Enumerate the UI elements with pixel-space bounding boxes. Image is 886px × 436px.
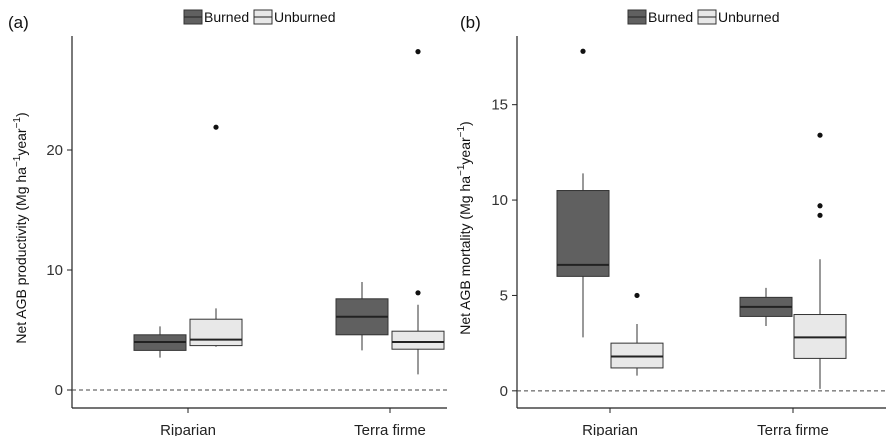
outlier-point bbox=[213, 124, 219, 130]
y-axis-label-part: year bbox=[13, 128, 29, 156]
box-burned-terra-firme bbox=[739, 287, 793, 326]
x-tick-label: Riparian bbox=[582, 422, 638, 436]
y-axis-label-part: Net AGB mortality (Mg ha bbox=[457, 176, 473, 335]
legend-label: Unburned bbox=[718, 9, 780, 25]
outlier-point bbox=[580, 48, 586, 54]
box-unburned-terra-firme bbox=[391, 49, 445, 375]
y-tick-label: 20 bbox=[46, 142, 63, 159]
legend: Burned Unburned bbox=[183, 9, 336, 25]
x-tick-label: Riparian bbox=[160, 422, 216, 436]
y-axis-label-part: Net AGB productivity (Mg ha bbox=[13, 167, 29, 344]
y-axis-label-part: ) bbox=[457, 121, 473, 126]
outlier-point bbox=[415, 290, 421, 296]
outlier-point bbox=[817, 203, 823, 209]
box-unburned-riparian bbox=[610, 292, 664, 376]
box-unburned-terra-firme bbox=[793, 132, 847, 389]
box-body bbox=[391, 330, 445, 350]
panel-a: (a) 0 10 20 Riparian Terra firme Net AGB produ… bbox=[8, 9, 447, 436]
outlier-point bbox=[817, 132, 823, 138]
y-tick-label: 0 bbox=[55, 382, 63, 399]
y-tick-label: 15 bbox=[491, 97, 508, 114]
y-axis-label-part: ) bbox=[13, 112, 29, 117]
box-burned-terra-firme bbox=[335, 282, 389, 351]
box-body bbox=[556, 190, 610, 277]
x-tick-label: Terra firme bbox=[354, 422, 426, 436]
y-axis-label-part: year bbox=[457, 137, 473, 165]
y-tick-label: 10 bbox=[491, 192, 508, 209]
y-axis-label-part: −1 bbox=[12, 117, 23, 129]
panel-b: (b) 0 5 10 15 Riparian Terra firme Net AGB mort… bbox=[456, 9, 886, 436]
box-burned-riparian bbox=[556, 48, 610, 338]
box-body bbox=[189, 318, 243, 347]
outlier-point bbox=[634, 292, 640, 299]
legend-label: Burned bbox=[648, 9, 693, 25]
y-tick-label: 0 bbox=[500, 383, 508, 400]
y-axis-label: Net AGB mortality (Mg ha−1year−1) bbox=[456, 121, 473, 334]
legend-label: Unburned bbox=[274, 9, 336, 25]
outlier-point bbox=[415, 49, 421, 55]
legend: Burned Unburned bbox=[627, 9, 780, 25]
outlier-point bbox=[817, 212, 823, 218]
panel-label: (b) bbox=[460, 13, 481, 32]
y-tick-label: 5 bbox=[500, 287, 508, 304]
y-axis-label-part: −1 bbox=[456, 164, 467, 176]
box-burned-riparian bbox=[133, 326, 187, 358]
y-axis-label-part: −1 bbox=[456, 126, 467, 138]
y-axis-label: Net AGB productivity (Mg ha−1year−1) bbox=[12, 112, 29, 343]
y-axis-label-part: −1 bbox=[12, 155, 23, 167]
x-tick-label: Terra firme bbox=[757, 422, 829, 436]
y-tick-label: 10 bbox=[46, 262, 63, 279]
panel-label: (a) bbox=[8, 13, 29, 32]
legend-label: Burned bbox=[204, 9, 249, 25]
box-unburned-riparian bbox=[189, 124, 243, 347]
